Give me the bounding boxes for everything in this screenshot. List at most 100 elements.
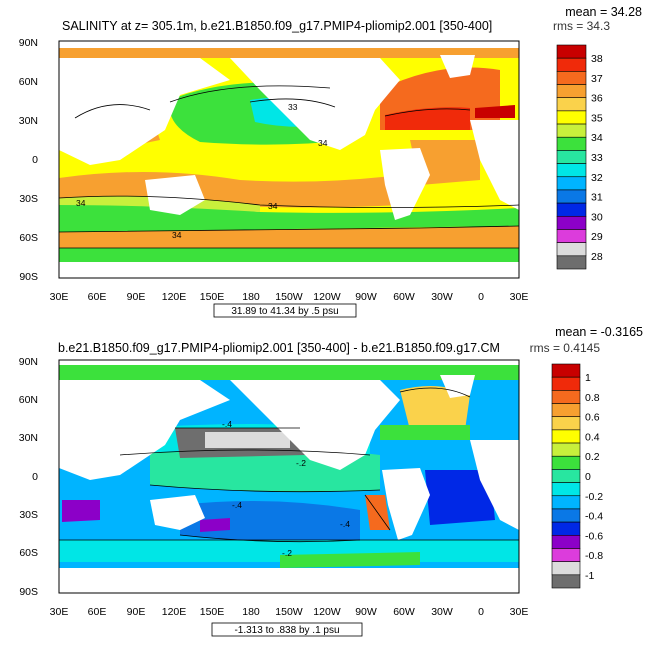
colorbar-swatch [556, 110, 587, 125]
land-south-america [382, 468, 430, 540]
land-australia [145, 175, 205, 215]
lon-tick-label: 30W [431, 606, 453, 618]
lon-tick-label: 90E [127, 606, 146, 618]
colorbar-tick-label: 0.4 [585, 431, 600, 443]
colorbar-tick-label: 1 [585, 372, 591, 384]
lon-tick-label: 30E [50, 606, 69, 618]
lon-tick-label: 150E [200, 291, 225, 303]
colorbar-tick-label: 31 [591, 192, 603, 204]
colorbar-swatch [551, 390, 581, 404]
lon-tick-label: 180 [242, 606, 260, 618]
colorbar-swatch [556, 136, 587, 151]
lat-tick-label: 30N [19, 115, 38, 127]
top-mean-label: mean = 34.28 [565, 5, 642, 19]
colorbar-tick-label: -0.8 [585, 550, 603, 562]
lon-tick-label: 30E [50, 291, 69, 303]
bottom-contour-labels: -.4 -.2 -.4 -.4 -.2 [222, 419, 350, 558]
lat-tick-label: 30S [19, 193, 38, 205]
colorbar-swatch [551, 363, 581, 378]
colorbar-swatch [551, 561, 581, 576]
colorbar-swatch [551, 548, 581, 562]
colorbar-swatch [551, 521, 581, 536]
southern-ocean-green [280, 552, 420, 568]
contour-label: -.2 [282, 548, 292, 558]
colorbar-tick-label: 36 [591, 93, 603, 105]
colorbar-tick-label: 29 [591, 231, 603, 243]
lon-tick-label: 180 [242, 291, 260, 303]
lon-tick-label: 120E [162, 606, 187, 618]
bottom-range-label: -1.313 to .838 by .1 psu [234, 625, 339, 636]
top-map-frame [58, 40, 520, 279]
circumpolar-green [59, 248, 519, 262]
land-asia [59, 380, 230, 480]
colorbar-tick-label: 33 [591, 152, 603, 164]
lon-tick-label: 30E [510, 291, 529, 303]
colorbar-swatch [556, 255, 587, 270]
lon-tick-label: 90E [127, 291, 146, 303]
bottom-panel: b.e21.B1850.f09_g17.PMIP4-pliomip2.001 [… [19, 325, 643, 637]
north-pacific-lightgray [205, 432, 290, 448]
lon-tick-label: 150E [200, 606, 225, 618]
colorbar-swatch [556, 229, 587, 243]
top-colorbar: 38 37 36 35 34 33 32 31 30 29 28 [556, 44, 603, 270]
lat-tick-label: 60N [19, 76, 38, 88]
colorbar-tick-label: 35 [591, 112, 603, 124]
lon-tick-label: 120E [162, 291, 187, 303]
top-contours [59, 85, 519, 249]
colorbar-swatch [551, 508, 581, 523]
colorbar-swatch [556, 123, 587, 138]
north-atlantic-red [385, 107, 470, 130]
lon-tick-label: 0 [478, 291, 484, 303]
land-antarctica [59, 568, 519, 593]
bottom-mean-label: mean = -0.3165 [555, 325, 643, 339]
land-south-america [380, 148, 430, 220]
contour-label: -.4 [222, 419, 232, 429]
colorbar-swatch [551, 574, 581, 589]
colorbar-tick-label: 30 [591, 211, 603, 223]
southern-band-orange [59, 226, 519, 248]
bottom-map-field: -.4 -.2 -.4 -.4 -.2 [59, 360, 519, 593]
colorbar-swatch [556, 97, 587, 112]
colorbar-swatch [551, 442, 581, 457]
lat-tick-label: 90N [19, 37, 38, 49]
contour-label: -.4 [232, 500, 242, 510]
colorbar-tick-label: 0.6 [585, 412, 600, 424]
lon-tick-label: 0 [478, 606, 484, 618]
lat-tick-label: 30N [19, 432, 38, 444]
mediterranean-red [475, 105, 515, 118]
lat-tick-label: 0 [32, 154, 38, 166]
lon-tick-label: 150W [275, 291, 303, 303]
colorbar-swatch [551, 416, 581, 431]
top-range-box [213, 303, 357, 318]
land-antarctica [59, 262, 519, 278]
colorbar-swatch [556, 71, 587, 85]
lat-tick-label: 60S [19, 232, 38, 244]
top-rms-label: rms = 34.3 [553, 19, 610, 33]
lon-tick-label: 60E [88, 606, 107, 618]
contour-label: 34 [268, 201, 278, 211]
colorbar-tick-label: 34 [591, 132, 603, 144]
colorbar-tick-label: 0.8 [585, 392, 600, 404]
south-pacific-purple [200, 518, 230, 532]
lat-tick-label: 90S [19, 271, 38, 283]
colorbar-tick-label: 0 [585, 471, 591, 483]
north-atlantic-green [380, 425, 470, 440]
lon-tick-label: 120W [313, 606, 341, 618]
lon-tick-label: 60W [393, 291, 415, 303]
colorbar-tick-label: 37 [591, 73, 603, 85]
lon-tick-label: 60E [88, 291, 107, 303]
bottom-lon-axis: 30E 60E 90E 120E 150E 180 150W 120W 90W … [50, 606, 529, 618]
land-australia [150, 495, 205, 530]
top-lon-axis: 30E 60E 90E 120E 150E 180 150W 120W 90W … [50, 291, 529, 303]
colorbar-swatch [556, 150, 587, 164]
colorbar-swatch [551, 469, 581, 483]
contour-label: 34 [172, 230, 182, 240]
contour-label: 33 [288, 102, 298, 112]
contour-label: 34 [318, 138, 328, 148]
lon-tick-label: 30E [510, 606, 529, 618]
land-asia-australia [59, 58, 230, 165]
colorbar-swatch [551, 429, 581, 444]
colorbar-swatch [551, 482, 581, 497]
lat-tick-label: 0 [32, 471, 38, 483]
top-contour-labels: 33 34 34 34 34 [76, 102, 328, 240]
